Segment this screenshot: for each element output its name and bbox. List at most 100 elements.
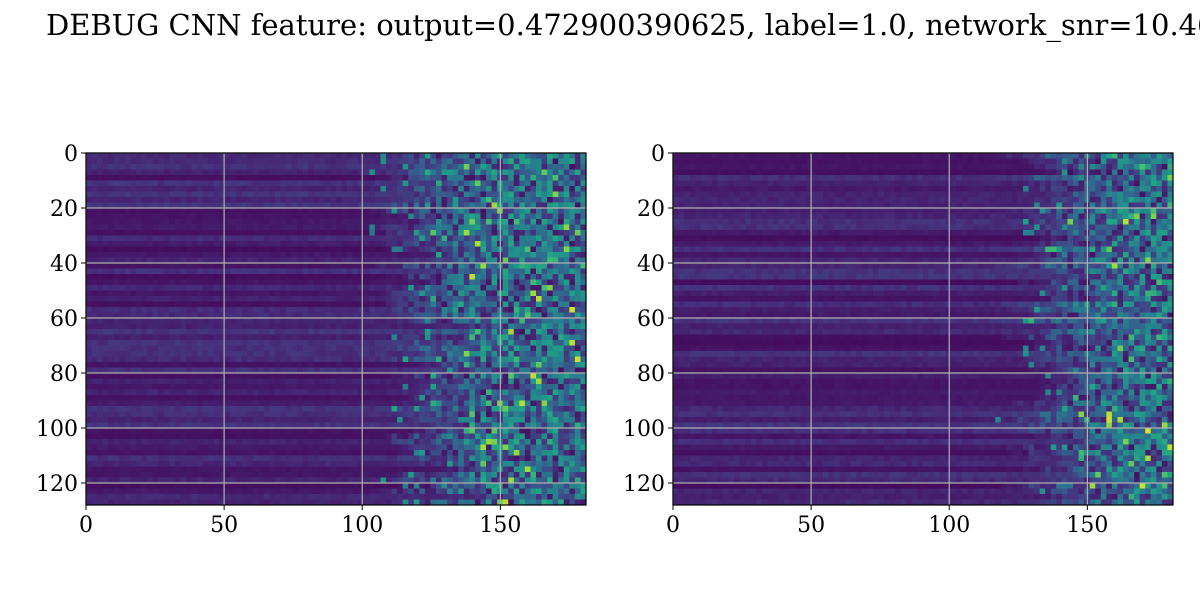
heatmap-cell	[319, 417, 326, 423]
heatmap-cell	[558, 164, 565, 170]
heatmap-cell	[408, 257, 415, 264]
heatmap-cell	[297, 340, 304, 346]
heatmap-cell	[536, 334, 542, 341]
heatmap-cell	[491, 252, 498, 258]
heatmap-cell	[524, 197, 531, 203]
heatmap-cell	[102, 186, 109, 192]
heatmap-cell	[91, 274, 98, 280]
heatmap-cell	[358, 411, 365, 418]
heatmap-cell	[519, 268, 526, 275]
heatmap-cell	[341, 417, 348, 423]
heatmap-cell	[397, 169, 404, 176]
heatmap-cell	[519, 219, 526, 225]
heatmap-cell	[236, 329, 242, 335]
heatmap-cell	[441, 362, 448, 368]
heatmap-cell	[324, 444, 331, 451]
heatmap-cell	[258, 450, 265, 456]
heatmap-cell	[463, 422, 470, 429]
heatmap-cell	[236, 290, 242, 297]
heatmap-cell	[286, 367, 292, 374]
heatmap-cell	[97, 329, 104, 335]
heatmap-cell	[502, 197, 509, 203]
heatmap-cell	[469, 263, 476, 269]
heatmap-cell	[180, 268, 187, 275]
heatmap-cell	[191, 285, 198, 291]
heatmap-cell	[513, 230, 520, 236]
heatmap-cell	[563, 290, 570, 297]
heatmap-cell	[169, 411, 176, 418]
heatmap-cell	[280, 164, 287, 170]
heatmap-cell	[119, 202, 126, 209]
heatmap-cell	[352, 246, 359, 253]
heatmap-cell	[424, 263, 431, 269]
heatmap-cell	[358, 334, 365, 341]
heatmap-cell	[186, 400, 192, 407]
heatmap-cell	[258, 389, 265, 396]
heatmap-cell	[297, 191, 304, 198]
heatmap-cell	[236, 246, 242, 253]
heatmap-cell	[158, 411, 165, 418]
heatmap-cell	[263, 334, 270, 341]
heatmap-cell	[552, 202, 559, 209]
heatmap-cell	[152, 274, 159, 280]
heatmap-cell	[102, 384, 109, 390]
heatmap-cell	[408, 219, 415, 225]
heatmap-cell	[186, 252, 192, 258]
heatmap-cell	[436, 290, 442, 297]
heatmap-cell	[152, 384, 159, 390]
heatmap-cell	[341, 312, 348, 319]
heatmap-cell	[469, 428, 476, 434]
heatmap-cell	[530, 235, 537, 242]
heatmap-cell	[141, 246, 148, 253]
heatmap-cell	[541, 208, 548, 214]
heatmap-cell	[513, 290, 520, 297]
heatmap-cell	[308, 422, 315, 429]
heatmap-cell	[536, 191, 542, 198]
heatmap-cell	[430, 252, 437, 258]
heatmap-cell	[536, 246, 542, 253]
heatmap-cell	[86, 224, 92, 231]
heatmap-cell	[241, 213, 248, 220]
heatmap-cell	[252, 164, 259, 170]
heatmap-cell	[558, 450, 565, 456]
heatmap-cell	[447, 180, 454, 187]
heatmap-cell	[447, 175, 454, 181]
heatmap-cell	[252, 252, 259, 258]
heatmap-cell	[341, 450, 348, 456]
heatmap-cell	[463, 318, 470, 324]
heatmap-cell	[136, 378, 142, 385]
heatmap-cell	[297, 307, 304, 313]
heatmap-cell	[569, 422, 576, 429]
heatmap-cell	[136, 219, 142, 225]
heatmap-cell	[230, 312, 237, 319]
heatmap-cell	[324, 318, 331, 324]
heatmap-cell	[369, 153, 376, 159]
heatmap-cell	[369, 340, 376, 346]
heatmap-cell	[241, 296, 248, 302]
heatmap-cell	[208, 164, 215, 170]
heatmap-cell	[263, 323, 270, 330]
heatmap-cell	[208, 208, 215, 214]
heatmap-cell	[169, 296, 176, 302]
heatmap-cell	[158, 186, 165, 192]
heatmap-cell	[247, 230, 254, 236]
heatmap-cell	[213, 444, 220, 451]
heatmap-cell	[124, 213, 131, 220]
heatmap-cell	[313, 180, 320, 187]
heatmap-cell	[491, 444, 498, 451]
heatmap-cell	[447, 164, 454, 170]
heatmap-cell	[441, 301, 448, 308]
heatmap-cell	[547, 158, 554, 165]
heatmap-cell	[374, 340, 381, 346]
heatmap-cell	[330, 367, 337, 374]
heatmap-cell	[286, 197, 292, 203]
heatmap-cell	[258, 235, 265, 242]
heatmap-cell	[224, 444, 231, 451]
heatmap-cell	[524, 373, 531, 379]
heatmap-cell	[408, 158, 415, 165]
heatmap-cell	[552, 395, 559, 401]
heatmap-cell	[458, 158, 465, 165]
heatmap-cell	[513, 395, 520, 401]
heatmap-cell	[252, 439, 259, 445]
heatmap-cell	[313, 197, 320, 203]
